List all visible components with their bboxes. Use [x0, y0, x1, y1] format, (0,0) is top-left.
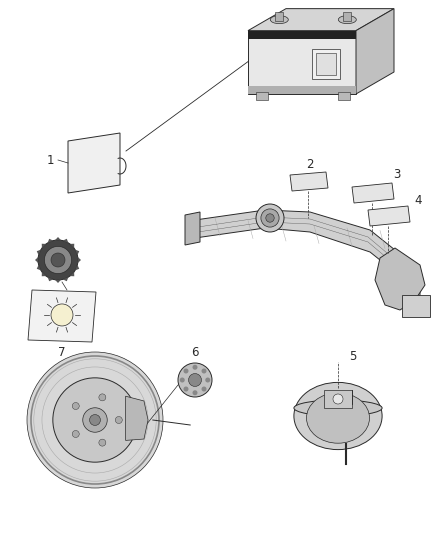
Circle shape	[83, 408, 107, 432]
Circle shape	[51, 304, 73, 326]
Polygon shape	[42, 272, 46, 276]
Polygon shape	[248, 30, 356, 38]
Circle shape	[89, 415, 100, 425]
Polygon shape	[352, 183, 394, 203]
Circle shape	[256, 204, 284, 232]
Polygon shape	[55, 237, 61, 240]
Polygon shape	[290, 172, 328, 191]
Polygon shape	[48, 277, 53, 281]
Polygon shape	[248, 86, 356, 94]
Ellipse shape	[294, 400, 382, 416]
Polygon shape	[42, 244, 46, 248]
Circle shape	[333, 394, 343, 404]
Bar	[312, 49, 340, 79]
Polygon shape	[28, 290, 96, 342]
Ellipse shape	[307, 393, 370, 443]
Polygon shape	[75, 265, 79, 270]
Polygon shape	[338, 92, 350, 100]
Circle shape	[266, 214, 274, 222]
Circle shape	[99, 394, 106, 401]
Polygon shape	[256, 92, 268, 100]
Bar	[276, 12, 283, 21]
Text: 4: 4	[414, 193, 422, 206]
Polygon shape	[35, 257, 38, 263]
Circle shape	[27, 352, 163, 488]
Polygon shape	[126, 396, 148, 440]
Circle shape	[201, 386, 206, 392]
Polygon shape	[368, 206, 410, 226]
Circle shape	[180, 377, 185, 383]
Text: 3: 3	[393, 168, 401, 182]
Polygon shape	[63, 277, 68, 281]
Polygon shape	[195, 210, 420, 305]
Text: 1: 1	[46, 154, 54, 166]
Text: 6: 6	[191, 346, 199, 359]
Polygon shape	[356, 9, 394, 94]
Polygon shape	[75, 249, 79, 255]
Circle shape	[188, 374, 201, 386]
Polygon shape	[70, 272, 74, 276]
Ellipse shape	[294, 382, 382, 450]
Polygon shape	[248, 9, 394, 30]
Polygon shape	[78, 257, 81, 263]
Circle shape	[38, 240, 78, 280]
Circle shape	[51, 253, 65, 267]
Bar	[402, 295, 430, 317]
Polygon shape	[185, 212, 200, 245]
Polygon shape	[68, 133, 120, 193]
Circle shape	[72, 402, 79, 409]
Polygon shape	[48, 239, 53, 243]
Circle shape	[115, 416, 122, 424]
Polygon shape	[37, 265, 41, 270]
Bar	[343, 12, 351, 21]
Text: 7: 7	[58, 345, 66, 359]
Bar	[324, 390, 352, 408]
Circle shape	[192, 390, 198, 395]
Polygon shape	[70, 244, 74, 248]
Circle shape	[184, 368, 188, 374]
Circle shape	[201, 368, 206, 374]
Bar	[316, 53, 336, 75]
Polygon shape	[37, 249, 41, 255]
Circle shape	[192, 365, 198, 370]
Text: 5: 5	[350, 350, 357, 362]
Ellipse shape	[338, 15, 356, 23]
Circle shape	[99, 439, 106, 446]
Circle shape	[72, 431, 79, 438]
Circle shape	[178, 363, 212, 397]
Circle shape	[205, 377, 210, 383]
Ellipse shape	[270, 15, 288, 23]
Circle shape	[261, 209, 279, 227]
Polygon shape	[63, 239, 68, 243]
Circle shape	[44, 246, 71, 273]
Circle shape	[53, 378, 137, 462]
Polygon shape	[55, 280, 61, 283]
Polygon shape	[375, 248, 425, 310]
Polygon shape	[248, 30, 356, 94]
Text: 2: 2	[306, 158, 314, 172]
Circle shape	[184, 386, 188, 392]
